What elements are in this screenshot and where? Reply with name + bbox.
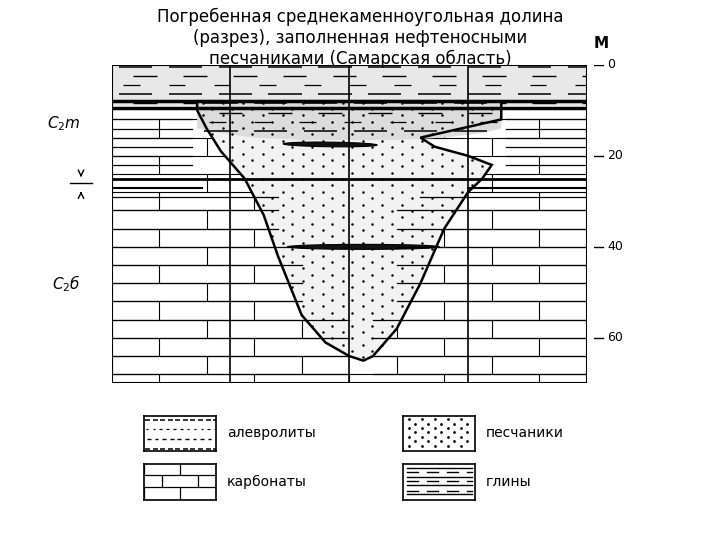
Text: 40: 40 <box>607 240 623 253</box>
Bar <box>112 65 587 106</box>
Text: карбонаты: карбонаты <box>227 475 307 489</box>
Text: алевролиты: алевролиты <box>227 427 315 440</box>
Text: 0: 0 <box>607 58 615 71</box>
Text: М: М <box>594 36 609 51</box>
Text: глины: глины <box>486 475 531 489</box>
Ellipse shape <box>287 245 439 249</box>
Text: 20: 20 <box>607 150 623 163</box>
Text: $C_{2}m$: $C_{2}m$ <box>48 114 81 133</box>
Polygon shape <box>197 101 501 140</box>
Text: $C_{2}б$: $C_{2}б$ <box>53 273 81 294</box>
Text: Погребенная среднекаменноугольная долина
(разрез), заполненная нефтеносными
песч: Погребенная среднекаменноугольная долина… <box>157 8 563 68</box>
Ellipse shape <box>283 142 377 147</box>
Polygon shape <box>197 101 501 361</box>
Text: 60: 60 <box>607 332 623 345</box>
Text: песчаники: песчаники <box>486 427 564 440</box>
